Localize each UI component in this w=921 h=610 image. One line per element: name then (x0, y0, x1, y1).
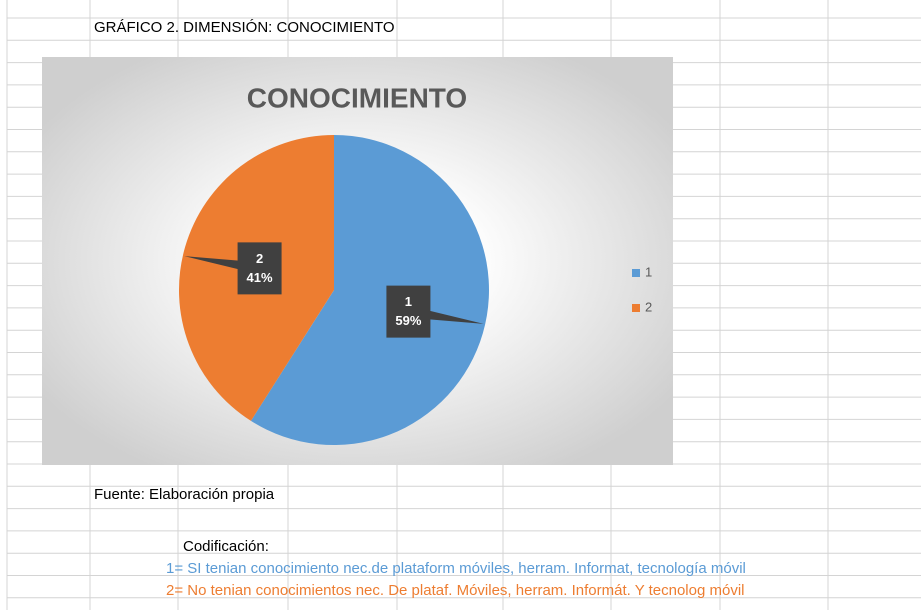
data-label-value: 59% (395, 313, 421, 328)
legend-label: 2 (645, 299, 652, 314)
legend-swatch (632, 269, 640, 277)
source-note: Fuente: Elaboración propia (94, 486, 275, 503)
pie-chart: 1 59% 2 41% 1 2 (179, 135, 652, 445)
data-label-category: 2 (256, 251, 263, 266)
data-label-category: 1 (405, 294, 412, 309)
data-label-box (386, 285, 431, 338)
coding-line: 2= No tenian conocimientos nec. De plata… (166, 582, 744, 599)
coding-line: 1= SI tenian conocimiento nec.de platafo… (166, 560, 746, 577)
legend-label: 1 (645, 264, 652, 279)
pie-slice (250, 135, 489, 445)
chart-title: CONOCIMIENTO (247, 82, 467, 113)
sheet-heading: GRÁFICO 2. DIMENSIÓN: CONOCIMIENTO (94, 19, 395, 36)
data-label-box (237, 242, 282, 295)
legend-swatch (632, 304, 640, 312)
coding-title: Codificación: (183, 538, 269, 555)
data-label-value: 41% (247, 270, 273, 285)
